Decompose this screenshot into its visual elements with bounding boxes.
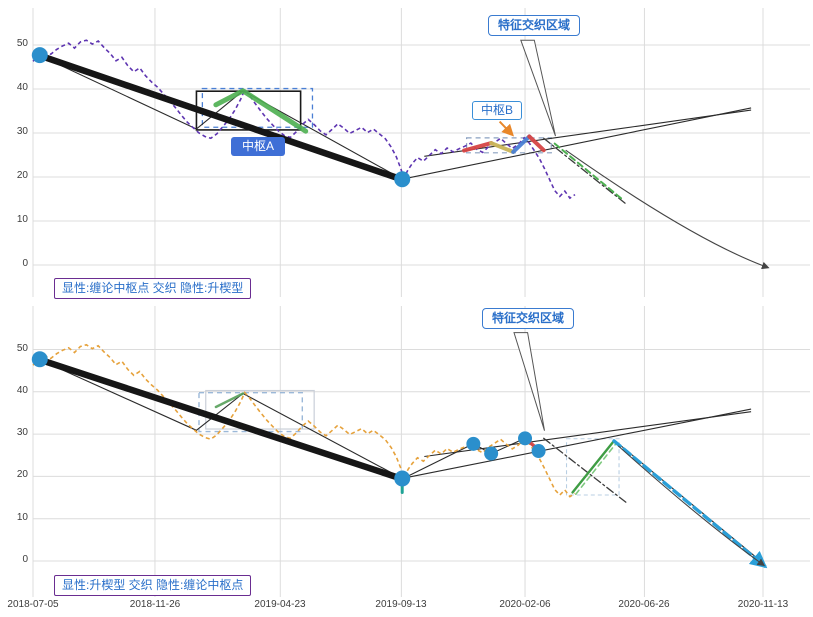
pivot-point-marker [518,431,533,446]
feature-region-label-top: 特征交织区域 [488,15,581,36]
x-tick-label: 2019-04-23 [254,599,306,610]
callout-wedge [520,39,556,137]
y-tick-label: 20 [16,170,28,181]
aux-line [543,137,627,205]
pivot-point-marker [531,444,546,459]
feature-region-label-bottom: 特征交织区域 [482,308,575,329]
aux-line [612,439,768,569]
y-tick-label: 30 [16,126,28,137]
aux-line [553,142,626,202]
stroke-segment [511,134,532,154]
pivot-point-marker [31,47,48,64]
y-tick-label: 20 [16,469,28,480]
y-tick-label: 40 [16,385,28,396]
stroke-segment [527,134,546,153]
pivot-point-marker [466,436,481,451]
main-trend-segment [36,356,406,483]
pivot-point-marker [394,171,411,188]
caption-top-panel: 显性:缠论中枢点 交织 隐性:升楔型 [54,278,252,299]
caption-bottom-panel: 显性:升楔型 交织 隐性:缠论中枢点 [54,575,252,596]
main-trend-segment [36,52,406,183]
aux-line [574,442,618,496]
y-tick-label: 50 [16,38,28,49]
pivot-zone-box [465,137,552,154]
trend-line [403,408,752,479]
y-tick-label: 30 [16,427,28,438]
y-tick-label: 50 [16,343,28,354]
price-line [32,39,576,200]
trend-line [39,55,403,180]
pivot-point-marker [484,446,499,461]
panel-top [31,8,810,297]
pivot-zone-box [201,87,314,128]
y-tick-label: 10 [16,214,28,225]
pivot-point-marker [31,351,48,368]
y-tick-label: 40 [16,82,28,93]
x-tick-label: 2020-06-26 [618,599,670,610]
pivot-a-label: 中枢A [231,137,286,156]
y-tick-label: 0 [22,554,28,565]
pivot-b-label: 中枢B [472,101,523,120]
x-tick-label: 2018-07-05 [7,599,59,610]
trend-line [424,411,752,458]
aux-line [571,439,616,494]
x-tick-label: 2019-09-13 [375,599,427,610]
stroke-segment [213,88,309,134]
projection-arrow [617,445,766,567]
trend-line [403,107,752,180]
price-line [32,343,576,498]
pivot-zone-box [565,438,620,496]
x-tick-label: 2020-11-13 [737,599,789,610]
pivot-point-marker [394,470,411,487]
callout-wedge [513,332,545,431]
trend-line [39,359,403,479]
projection-arrow [565,149,770,270]
y-tick-label: 0 [22,258,28,269]
stroke-segment [214,392,245,409]
pivot-b-arrow [498,120,514,137]
x-tick-label: 2020-02-06 [499,599,551,610]
stroke-segment [489,141,516,154]
x-tick-label: 2018-11-26 [129,599,181,610]
stroke-segment [462,141,494,153]
panel-bottom [31,306,810,597]
aux-line [543,437,629,505]
y-tick-label: 10 [16,512,28,523]
